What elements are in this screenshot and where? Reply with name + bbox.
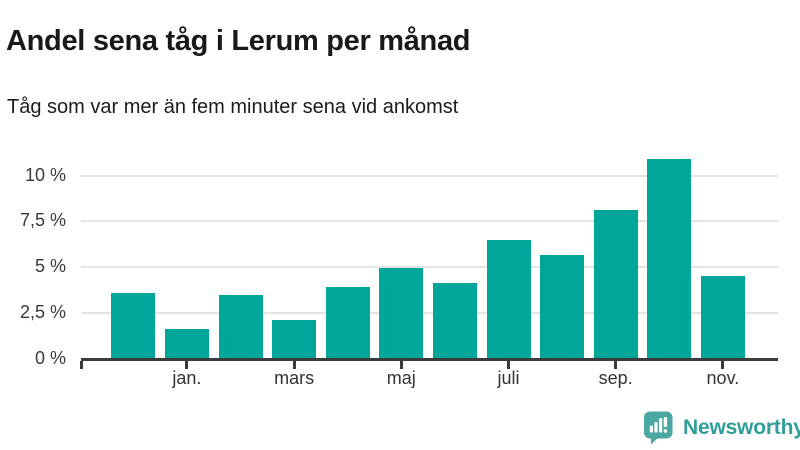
bar	[164, 328, 209, 359]
x-axis-origin-tick	[80, 361, 83, 369]
x-axis-tick	[507, 361, 510, 369]
plot-area: jan. mars maj juli sep. nov.	[80, 130, 778, 388]
gridline	[81, 220, 778, 223]
bar	[325, 287, 370, 359]
bar	[647, 159, 692, 359]
x-axis-tick	[721, 361, 725, 369]
x-axis-tick	[185, 361, 189, 369]
y-axis-tick-label: 10 %	[24, 164, 66, 185]
x-axis-tick-label: sep.	[598, 368, 633, 388]
bar	[272, 319, 317, 359]
bar	[540, 255, 585, 359]
x-axis-tick	[399, 361, 403, 369]
x-axis-tick-label: maj	[386, 368, 416, 388]
newsworthy-logo: Newsworthy	[643, 410, 800, 446]
bar	[432, 282, 477, 359]
chart-subtitle: Tåg som var mer än fem minuter sena vid …	[7, 96, 459, 118]
y-axis-tick-label: 7,5 %	[19, 210, 66, 231]
page-title: Andel sena tåg i Lerum per månad	[6, 25, 471, 58]
bar	[218, 294, 263, 359]
x-axis-tick-label: mars	[274, 368, 315, 388]
x-axis-tick	[614, 361, 618, 369]
chart: jan. mars maj juli sep. nov. 0 % 2,5 % 5 % 7,5 %…	[0, 130, 800, 400]
x-axis-tick	[292, 361, 296, 369]
gridline	[81, 312, 778, 315]
x-axis-tick-label: nov.	[706, 368, 740, 388]
x-axis-tick-label: juli	[497, 368, 520, 388]
bar	[593, 210, 638, 359]
gridline	[81, 266, 778, 269]
bar	[111, 292, 156, 359]
y-axis-tick-label: 2,5 %	[19, 302, 66, 323]
y-axis-tick-label: 5 %	[34, 256, 66, 277]
bar	[700, 275, 745, 359]
bar	[486, 239, 531, 359]
bar	[379, 268, 424, 359]
gridline	[81, 174, 778, 177]
brand-name: Newsworthy	[683, 416, 800, 439]
x-axis-tick-label: jan.	[172, 368, 202, 388]
x-axis-line	[81, 358, 778, 361]
y-axis-tick-label: 0 %	[34, 348, 66, 368]
bar-chart-speech-bubble-icon	[644, 411, 673, 445]
